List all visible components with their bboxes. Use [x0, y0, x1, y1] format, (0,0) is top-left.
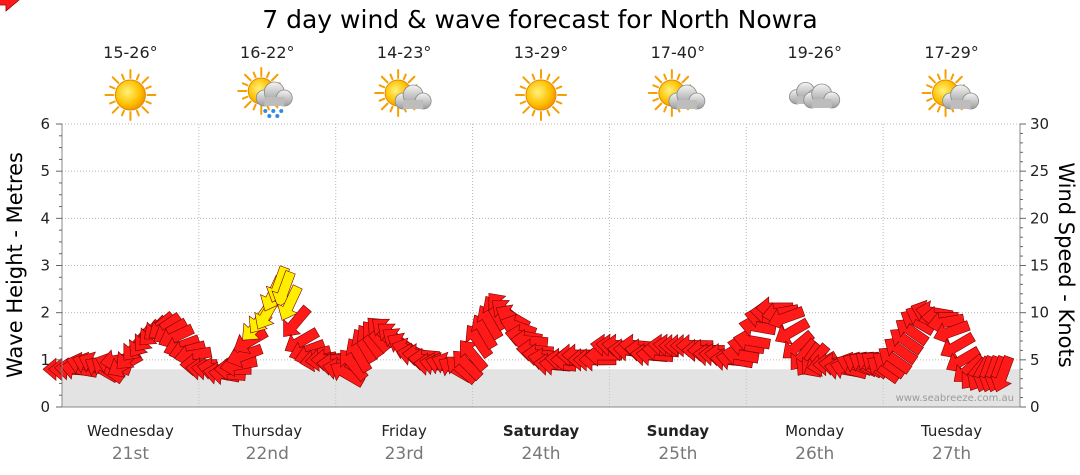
- cloud-shape: [394, 84, 432, 110]
- y2-tick-label: 15: [1030, 257, 1049, 275]
- wind-arrows: [0, 0, 1015, 393]
- wind-arrow: [767, 306, 806, 331]
- wind-speed-axis: 0 5 10 15 20 25 30: [1020, 115, 1049, 416]
- day-name: Wednesday: [87, 422, 174, 440]
- cloud-shape: [255, 81, 293, 107]
- sun-icon: [104, 69, 157, 121]
- wind-arrow: [946, 346, 982, 373]
- raindrop: [271, 109, 276, 113]
- sun-icon: [515, 69, 567, 121]
- day-temperature: 16-22°: [240, 43, 295, 62]
- cloud-shape: [942, 84, 979, 110]
- day-temperature: 14-23°: [377, 43, 432, 62]
- wind-arrow: [283, 304, 312, 338]
- wind-arrow: [782, 329, 816, 359]
- cloud-shape: [668, 84, 706, 110]
- cloud-shape: [803, 83, 841, 109]
- y2-tick-label: 20: [1030, 209, 1049, 227]
- day-temperature: 19-26°: [787, 43, 842, 62]
- sun-rays: [104, 69, 157, 121]
- y-tick-label: 3: [40, 257, 50, 275]
- grid-lines: [62, 123, 1020, 407]
- day-name: Tuesday: [920, 422, 982, 440]
- wind-arrow: [0, 0, 20, 12]
- day-date: 22nd: [246, 444, 289, 464]
- day-name: Thursday: [231, 422, 302, 440]
- wind-arrow: [933, 320, 971, 345]
- day-forecast-header: 15-26° 16-22° 14-23° 13-29° 17-40° 19-26° 17-2…: [103, 43, 979, 121]
- y-tick-label: 0: [40, 398, 50, 416]
- day-date: 27th: [932, 444, 971, 464]
- y-tick-label: 6: [40, 115, 50, 133]
- day-temperature: 17-40°: [651, 43, 706, 62]
- y2-tick-label: 5: [1030, 351, 1040, 369]
- y-tick-label: 1: [40, 351, 50, 369]
- day-date: 26th: [795, 444, 834, 464]
- day-temperature: 13-29°: [514, 43, 569, 62]
- y-axis-label: Wave Height - Metres: [3, 152, 27, 378]
- plot-area: [0, 0, 1021, 408]
- sun-disc: [525, 79, 557, 111]
- day-date: 21st: [112, 444, 149, 464]
- sun-disc: [114, 79, 146, 111]
- day-date: 25th: [658, 444, 697, 464]
- day-name: Sunday: [647, 422, 710, 440]
- sun-cloud-rain-icon: [237, 67, 293, 118]
- wave-height-axis: 0 1 2 3 4 5 6: [40, 115, 62, 416]
- y-tick-label: 4: [40, 209, 50, 227]
- y-tick-label: 5: [40, 162, 50, 180]
- wind-arrow: [277, 284, 303, 321]
- y2-tick-label: 10: [1030, 304, 1049, 322]
- day-name: Monday: [785, 422, 844, 440]
- sun-rays: [515, 69, 567, 121]
- sun-cloud-icon: [374, 69, 432, 117]
- raindrop: [279, 109, 284, 113]
- y2-axis-label: Wind Speed - Knots: [1054, 162, 1078, 367]
- day-date: 24th: [521, 444, 560, 464]
- wind-arrow: [460, 340, 489, 373]
- raindrop: [263, 109, 268, 113]
- raindrop: [267, 114, 272, 118]
- chart-title: 7 day wind & wave forecast for North Now…: [262, 5, 817, 34]
- day-temperature: 15-26°: [103, 43, 158, 62]
- day-name: Friday: [381, 422, 427, 440]
- y2-tick-label: 0: [1030, 398, 1040, 416]
- day-temperature: 17-29°: [924, 43, 979, 62]
- day-date: 23rd: [385, 444, 424, 464]
- cloud-icon: [789, 82, 841, 109]
- raindrop: [275, 114, 280, 118]
- sun-cloud-icon: [647, 69, 706, 117]
- credit-text: www.seabreeze.com.au: [896, 393, 1014, 404]
- wind-arrow: [732, 328, 771, 352]
- wind-arrow: [775, 317, 811, 345]
- wind-arrow: [990, 354, 1015, 393]
- x-axis-day-labels: Wednesday 21st Thursday 22nd Friday 23rd Satur…: [87, 422, 982, 464]
- y2-tick-label: 30: [1030, 115, 1049, 133]
- wind-arrow: [940, 331, 976, 359]
- y-tick-label: 2: [40, 304, 50, 322]
- day-name: Saturday: [503, 422, 580, 440]
- y2-tick-label: 25: [1030, 162, 1049, 180]
- sun-cloud-icon: [921, 69, 979, 117]
